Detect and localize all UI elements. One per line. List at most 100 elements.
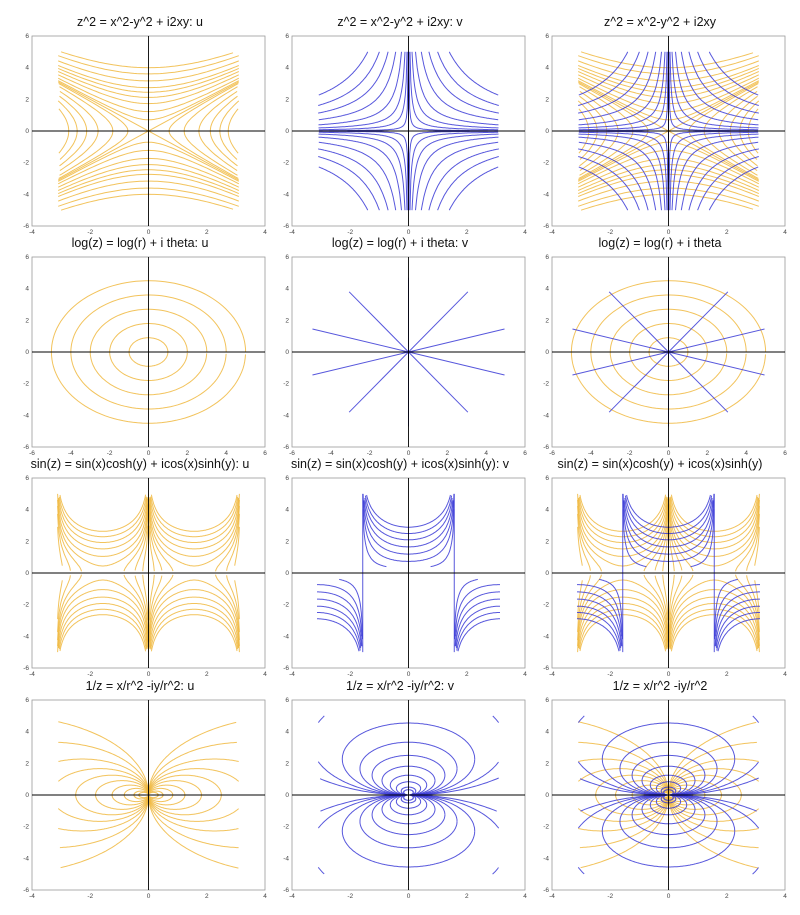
v-contour-line	[318, 156, 380, 211]
v-contour-line	[318, 51, 408, 131]
u-contour-line	[57, 100, 78, 160]
v-contour-line	[641, 765, 696, 796]
y-tick-label: -4	[283, 191, 289, 198]
u-contour-line	[134, 575, 149, 634]
panel-log-uv: log(z) = log(r) + i theta -6 -4 -2 0 2 4 6 -6 -4…	[530, 233, 790, 458]
u-contour-line	[57, 493, 148, 557]
u-contour-line	[58, 496, 147, 538]
panel-sq-v: z^2 = x^2-y^2 + i2xy: v -4 -2 0 2 4 -6 -4 -2 0 2 4…	[270, 12, 530, 237]
v-contour-line	[714, 584, 760, 637]
u-contour-line	[662, 574, 669, 621]
y-tick-label: 0	[25, 128, 29, 135]
y-tick-label: 0	[545, 349, 549, 356]
u-contour-line	[57, 526, 63, 566]
u-contour-line	[60, 51, 234, 69]
v-contour-line	[578, 136, 662, 211]
v-contour-line	[312, 328, 409, 353]
y-tick-label: 2	[25, 760, 29, 767]
y-tick-label: 2	[25, 317, 29, 324]
v-contour-line	[318, 166, 369, 211]
x-tick-label: -4	[29, 893, 35, 900]
x-tick-label: 2	[465, 671, 469, 678]
u-contour-line	[754, 526, 760, 566]
y-tick-label: -4	[543, 633, 549, 640]
v-contour-line	[578, 131, 668, 211]
v-contour-line	[454, 584, 500, 637]
u-contour-line	[58, 497, 148, 543]
x-tick-label: 6	[263, 450, 267, 457]
y-tick-label: 6	[285, 475, 289, 482]
v-contour-line	[454, 591, 500, 647]
u-contour-line	[123, 574, 149, 642]
v-contour-line	[578, 51, 657, 121]
v-contour-line	[389, 774, 428, 796]
y-tick-label: -6	[283, 223, 289, 230]
v-contour-line	[577, 618, 620, 652]
v-contour-line	[714, 578, 738, 640]
v-contour-line	[752, 867, 759, 875]
panel-title: z^2 = x^2-y^2 + i2xy: u	[77, 15, 203, 29]
u-contour-line	[59, 795, 149, 849]
u-contour-line	[70, 294, 227, 410]
x-tick-label: 4	[263, 893, 267, 900]
v-contour-line	[675, 51, 759, 126]
v-contour-line	[599, 578, 623, 640]
x-tick-label: 0	[407, 671, 411, 678]
v-contour-line	[428, 148, 499, 211]
y-tick-label: -2	[23, 381, 29, 388]
v-contour-line	[318, 51, 369, 96]
v-contour-line	[697, 156, 759, 211]
u-contour-line	[577, 505, 602, 572]
u-contour-line	[148, 512, 163, 571]
v-contour-line	[319, 777, 499, 796]
u-contour-line	[57, 580, 63, 620]
v-contour-line	[655, 781, 682, 796]
x-tick-label: -4	[549, 893, 555, 900]
y-tick-label: -6	[283, 887, 289, 894]
y-tick-label: -6	[23, 444, 29, 451]
v-contour-line	[341, 794, 476, 868]
x-tick-label: -4	[68, 450, 74, 457]
v-contour-line	[312, 351, 409, 376]
y-tick-label: 4	[285, 286, 289, 293]
v-contour-line	[688, 51, 759, 114]
x-tick-label: -2	[347, 893, 353, 900]
y-tick-label: 4	[545, 507, 549, 514]
v-contour-line	[318, 51, 406, 129]
x-tick-label: 0	[667, 671, 671, 678]
contour-lines	[50, 280, 247, 424]
v-contour-line	[409, 51, 499, 131]
u-contour-line	[148, 504, 174, 572]
v-contour-line	[578, 51, 666, 129]
u-contour-line	[149, 497, 240, 550]
v-contour-line	[577, 591, 623, 647]
u-contour-line	[150, 494, 238, 532]
panel-title: 1/z = x/r^2 -iy/r^2: u	[85, 679, 195, 693]
v-contour-line	[619, 741, 718, 796]
y-tick-label: 2	[285, 760, 289, 767]
u-contour-line	[735, 505, 760, 572]
v-contour-line	[318, 133, 406, 211]
v-contour-line	[619, 794, 718, 849]
y-tick-label: 4	[285, 507, 289, 514]
y-tick-label: -6	[283, 444, 289, 451]
v-contour-line	[577, 598, 622, 647]
v-contour-line	[348, 291, 409, 353]
x-tick-label: -2	[607, 893, 613, 900]
contour-lines	[577, 493, 760, 653]
u-contour-line	[578, 721, 669, 795]
x-tick-label: 0	[667, 450, 671, 457]
y-tick-label: 4	[285, 729, 289, 736]
y-tick-label: -4	[543, 191, 549, 198]
panel-title: 1/z = x/r^2 -iy/r^2	[612, 679, 708, 693]
v-contour-line	[675, 136, 759, 211]
v-contour-line	[577, 867, 585, 875]
y-tick-label: 6	[25, 475, 29, 482]
x-tick-label: 4	[783, 893, 787, 900]
y-tick-label: 0	[285, 349, 289, 356]
v-contour-line	[668, 328, 765, 353]
v-contour-line	[448, 51, 499, 96]
v-contour-line	[716, 612, 760, 651]
u-contour-line	[577, 513, 591, 571]
